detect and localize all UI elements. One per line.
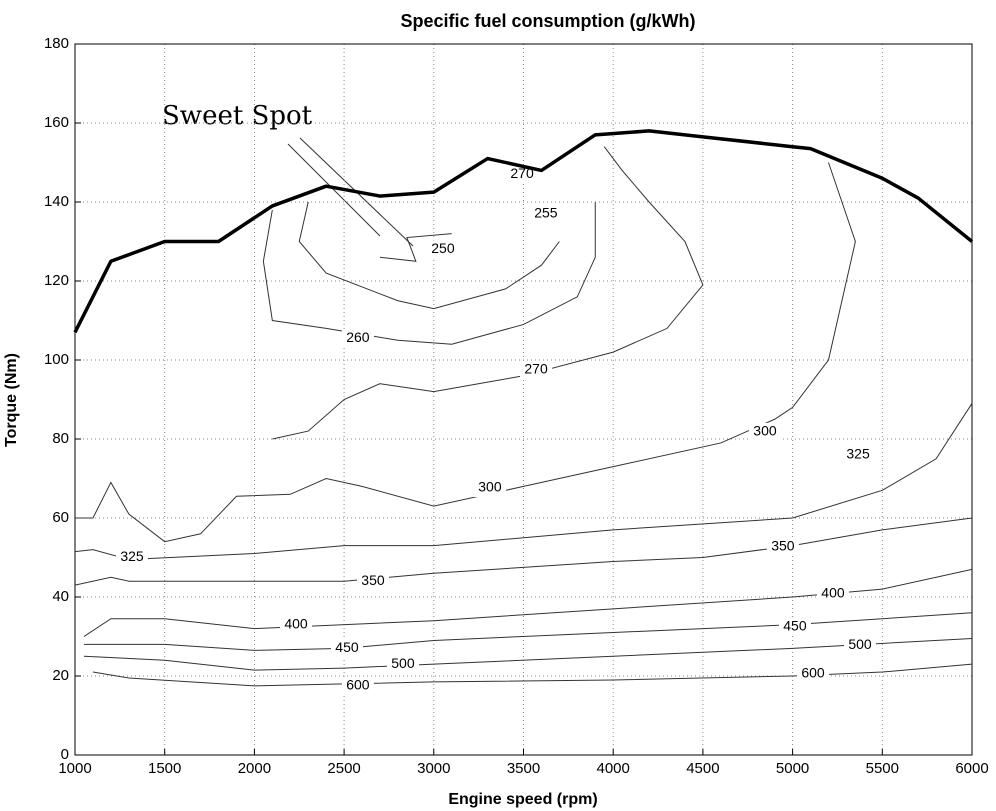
contour-label: 500 [391, 655, 415, 671]
contour-label-bg [280, 615, 313, 634]
contour-label: 260 [346, 329, 370, 345]
contour-label-bg [341, 329, 374, 348]
y-tick-label: 80 [52, 430, 69, 447]
contour-label-bg [386, 655, 419, 674]
y-tick-label: 180 [44, 35, 69, 52]
y-tick-label: 20 [52, 667, 69, 684]
contour-label: 350 [361, 572, 385, 588]
contour-label-bg [520, 360, 553, 379]
x-tick-label: 3000 [417, 760, 450, 777]
x-tick-label: 1500 [148, 760, 181, 777]
contour-label: 250 [431, 240, 455, 256]
contour-label-bg [506, 165, 539, 184]
chart-title: Specific fuel consumption (g/kWh) [400, 11, 695, 31]
contour-label-bg [473, 478, 506, 497]
plot-frame [74, 43, 973, 756]
x-tick-label: 4500 [686, 760, 719, 777]
x-axis-label: Engine speed (rpm) [448, 791, 597, 808]
contour-label: 325 [846, 446, 870, 462]
contour-label: 350 [771, 538, 795, 554]
y-axis-label: Torque (Nm) [3, 353, 20, 447]
x-tick-label: 1000 [58, 760, 91, 777]
y-tick-label: 120 [44, 272, 69, 289]
contour-line [92, 663, 973, 687]
x-tick-label: 2000 [238, 760, 271, 777]
y-tick-label: 160 [44, 114, 69, 131]
contour-label: 450 [783, 618, 807, 634]
contour-label: 500 [848, 636, 872, 652]
contour-label-bg [330, 639, 363, 658]
y-tick-label: 40 [52, 588, 69, 605]
x-tick-label: 5500 [866, 760, 899, 777]
contour-label: 255 [534, 205, 558, 221]
contour-label: 270 [524, 361, 548, 377]
contour-label-bg [816, 584, 849, 603]
contour-label-bg [842, 445, 875, 464]
y-tick-label: 140 [44, 193, 69, 210]
contour-label: 600 [801, 665, 825, 681]
contour-label: 450 [335, 639, 359, 655]
x-tick-label: 6000 [955, 760, 988, 777]
contour-label-bg [748, 422, 781, 441]
contour-label: 300 [478, 479, 502, 495]
y-tick-label: 60 [52, 509, 69, 526]
contour-line [83, 612, 973, 651]
contour-label-bg [426, 240, 459, 259]
max-torque-line [73, 129, 974, 334]
contour-label: 600 [346, 677, 370, 693]
contour-line [262, 202, 596, 345]
x-tick-label: 3500 [507, 760, 540, 777]
contour-label-bg [356, 572, 389, 591]
x-tick-label: 4000 [597, 760, 630, 777]
y-tick-label: 0 [61, 746, 69, 763]
contour-label: 300 [753, 423, 777, 439]
y-tick-label: 100 [44, 351, 69, 368]
annotation-leader [287, 143, 381, 237]
x-tick-label: 5000 [776, 760, 809, 777]
contour-line [74, 517, 973, 586]
contour-line [83, 637, 973, 671]
contour-label-bg [844, 636, 877, 655]
contour-label-bg [116, 548, 149, 567]
contour-label: 325 [120, 548, 144, 564]
contour-label: 400 [284, 615, 308, 631]
x-tick-label: 2500 [327, 760, 360, 777]
contour-line [379, 233, 452, 262]
contour-label-bg [341, 676, 374, 695]
contour-label-bg [778, 618, 811, 637]
contour-line [298, 201, 560, 310]
annotation: Sweet Spot [162, 101, 313, 131]
contour-line [83, 568, 973, 637]
contour-label-bg [766, 537, 799, 556]
contour-label-bg [797, 665, 830, 684]
contour-label: 400 [821, 585, 845, 601]
contour-line [75, 162, 856, 543]
contour-label-bg [529, 204, 562, 223]
contour-line [272, 146, 704, 440]
